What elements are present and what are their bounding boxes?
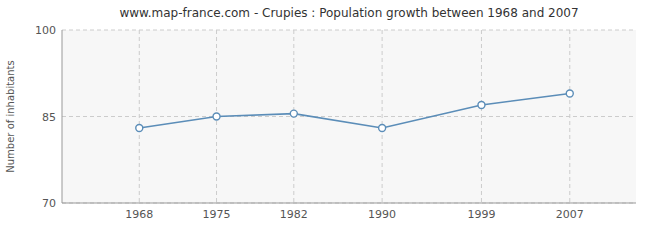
x-grid-line <box>569 30 570 203</box>
point <box>213 113 220 120</box>
y-grid-line <box>62 116 636 117</box>
x-tick-label: 2007 <box>556 208 584 221</box>
y-tick-label: 100 <box>35 24 56 37</box>
x-tick-label: 1975 <box>203 208 231 221</box>
point <box>290 110 297 117</box>
y-axis-label: Number of inhabitants <box>5 60 16 172</box>
x-tick-label: 1999 <box>467 208 495 221</box>
x-axis-line <box>62 203 636 204</box>
point <box>566 90 573 97</box>
title: www.map-france.com - Crupies : Populatio… <box>119 6 578 20</box>
point <box>478 101 485 108</box>
y-tick-label: 70 <box>42 197 56 210</box>
x-tick-label: 1990 <box>368 208 396 221</box>
x-grid-line <box>382 30 383 203</box>
x-grid-line <box>139 30 140 203</box>
y-grid-line <box>62 203 636 204</box>
x-tick-label: 1982 <box>280 208 308 221</box>
point <box>136 125 143 132</box>
x-grid-line <box>481 30 482 203</box>
line <box>139 93 570 128</box>
y-grid-line <box>62 30 636 31</box>
point <box>379 125 386 132</box>
y-axis-line <box>62 30 63 203</box>
y-tick-label: 85 <box>42 111 56 124</box>
plot-background <box>62 30 636 203</box>
chart: www.map-france.com - Crupies : Populatio… <box>0 0 650 229</box>
x-tick-label: 1968 <box>125 208 153 221</box>
data-group <box>136 90 574 132</box>
